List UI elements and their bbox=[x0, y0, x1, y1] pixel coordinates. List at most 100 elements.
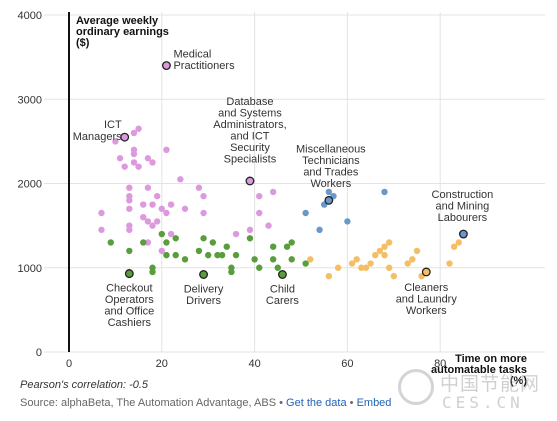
point-label: Practitioners bbox=[173, 60, 235, 72]
x-axis-label: Time on more bbox=[455, 353, 527, 365]
point-label: Workers bbox=[310, 178, 351, 190]
data-point bbox=[167, 230, 175, 238]
data-point bbox=[251, 256, 258, 263]
data-point bbox=[98, 209, 105, 217]
data-point bbox=[283, 243, 291, 250]
y-tick-label: 4000 bbox=[18, 10, 42, 22]
data-point bbox=[446, 260, 453, 267]
data-point bbox=[112, 138, 119, 145]
data-point bbox=[385, 264, 393, 271]
data-point bbox=[181, 205, 189, 212]
point-layer bbox=[98, 125, 462, 280]
point-label: Database bbox=[226, 96, 273, 108]
y-axis-label: Average weekly bbox=[76, 15, 159, 27]
data-point bbox=[450, 243, 458, 250]
highlighted-point bbox=[277, 270, 287, 279]
data-point bbox=[455, 239, 462, 246]
data-point bbox=[316, 226, 323, 234]
data-point bbox=[269, 256, 277, 263]
data-point bbox=[135, 163, 142, 170]
separator: • bbox=[349, 397, 354, 409]
data-point bbox=[158, 247, 165, 255]
data-point bbox=[149, 159, 156, 166]
x-tick-label: 20 bbox=[156, 358, 168, 370]
highlighted-point bbox=[161, 61, 171, 71]
data-point bbox=[144, 218, 152, 225]
embed-link[interactable]: Embed bbox=[356, 397, 392, 409]
data-point bbox=[126, 205, 133, 212]
point-label: Administrators, bbox=[213, 119, 286, 131]
data-point bbox=[353, 256, 360, 263]
data-point bbox=[232, 230, 240, 238]
data-point bbox=[177, 176, 184, 183]
source-text: Source: alphaBeta, The Automation Advant… bbox=[20, 397, 277, 409]
x-tick-label: 0 bbox=[66, 358, 72, 370]
data-point bbox=[144, 155, 152, 162]
data-point bbox=[140, 239, 147, 246]
data-point bbox=[172, 251, 179, 259]
get-data-link[interactable]: Get the data bbox=[286, 397, 347, 409]
x-tick-label: 40 bbox=[248, 358, 260, 370]
data-point bbox=[195, 247, 203, 255]
data-point bbox=[205, 251, 212, 259]
data-point bbox=[172, 235, 179, 242]
data-point bbox=[265, 222, 272, 229]
y-tick-label: 2000 bbox=[18, 179, 42, 191]
data-point bbox=[144, 184, 152, 191]
data-point bbox=[135, 125, 142, 132]
data-point bbox=[130, 150, 138, 158]
point-label: Drivers bbox=[186, 295, 221, 307]
data-point bbox=[381, 243, 388, 250]
data-point bbox=[140, 201, 147, 208]
point-label: and Laundry bbox=[396, 293, 458, 305]
data-point bbox=[130, 159, 138, 166]
data-point bbox=[126, 247, 133, 255]
tick-layer: 0 1000 2000 3000 4000 0 20 40 60 80 bbox=[18, 10, 447, 370]
data-point bbox=[376, 247, 384, 255]
point-label: Miscellaneous bbox=[296, 143, 366, 155]
highlighted-point bbox=[199, 270, 209, 279]
data-point bbox=[126, 197, 133, 204]
highlighted-point bbox=[458, 229, 468, 239]
data-point bbox=[325, 272, 333, 280]
data-point bbox=[163, 251, 170, 259]
highlight-layer bbox=[120, 61, 468, 279]
point-label: and Mining bbox=[435, 201, 489, 213]
data-point bbox=[98, 226, 105, 234]
point-label: Cashiers bbox=[108, 317, 152, 329]
y-tick-label: 1000 bbox=[18, 263, 42, 275]
data-point bbox=[228, 268, 235, 276]
y-axis-label: ordinary earnings bbox=[76, 26, 169, 38]
x-axis-label: automatable tasks bbox=[431, 364, 527, 376]
data-point bbox=[404, 260, 411, 267]
data-point bbox=[372, 251, 379, 259]
data-point bbox=[200, 235, 207, 242]
point-label: Operators bbox=[105, 294, 154, 306]
x-axis-label: (%) bbox=[510, 375, 527, 387]
watermark-domain: CES.CN bbox=[442, 393, 524, 412]
watermark: 中国节能网 CES.CN bbox=[396, 365, 554, 415]
data-point bbox=[325, 188, 333, 196]
x-tick-label: 60 bbox=[341, 358, 353, 370]
data-point bbox=[116, 155, 124, 162]
highlighted-point bbox=[124, 269, 134, 279]
point-label: and Systems bbox=[218, 107, 282, 119]
point-label: Technicians bbox=[302, 155, 360, 167]
data-point bbox=[126, 184, 133, 191]
data-point bbox=[149, 201, 156, 208]
data-point bbox=[223, 243, 230, 250]
data-point bbox=[358, 264, 365, 271]
data-point bbox=[409, 256, 416, 263]
point-label: Workers bbox=[406, 305, 447, 317]
y-tick-label: 3000 bbox=[18, 94, 42, 106]
data-point bbox=[381, 188, 388, 196]
data-point bbox=[232, 251, 240, 259]
data-point bbox=[163, 239, 170, 246]
annotation-layer: MedicalPractitionersICTManagersDatabasea… bbox=[73, 49, 494, 330]
data-point bbox=[195, 184, 203, 191]
y-tick-label: 0 bbox=[36, 347, 42, 359]
point-label: Security bbox=[230, 142, 270, 154]
data-point bbox=[163, 146, 170, 153]
